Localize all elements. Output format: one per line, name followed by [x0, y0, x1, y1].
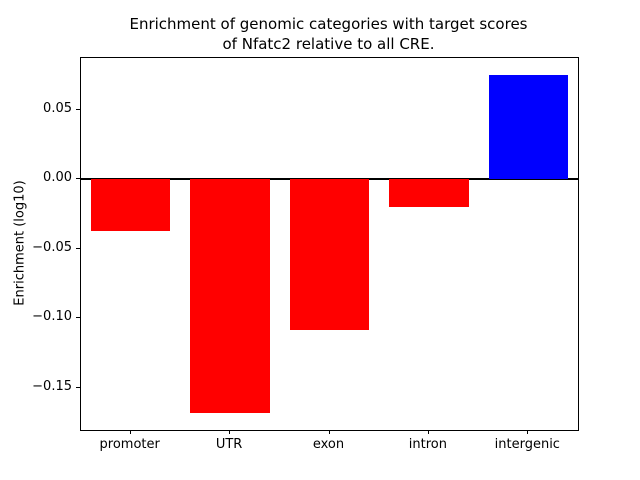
x-tick-label-intron: intron	[408, 437, 447, 452]
y-tick-mark	[76, 317, 80, 319]
y-tick-label: 0.00	[43, 170, 72, 186]
y-tick-mark	[76, 178, 80, 180]
bar-intron	[389, 179, 469, 208]
x-tick-label-UTR: UTR	[215, 437, 243, 452]
x-tick-label-promoter: promoter	[99, 437, 160, 452]
y-tick-mark	[76, 386, 80, 388]
chart-title: Enrichment of genomic categories with ta…	[129, 15, 528, 54]
plot-area	[80, 57, 579, 431]
x-tick-mark	[328, 430, 330, 434]
x-tick-label-intergenic: intergenic	[494, 437, 560, 452]
x-tick-label-exon: exon	[312, 437, 345, 452]
bar-intergenic	[488, 74, 569, 180]
y-tick-label: −0.10	[32, 309, 72, 325]
x-tick-mark	[427, 430, 429, 434]
y-tick-label: −0.15	[32, 378, 72, 394]
bar-promoter	[90, 179, 171, 231]
y-tick-label: 0.05	[43, 100, 72, 116]
y-tick-mark	[76, 108, 80, 110]
bar-UTR	[190, 179, 270, 413]
x-tick-mark	[129, 430, 131, 434]
y-tick-mark	[76, 247, 80, 249]
y-tick-label: −0.05	[32, 239, 72, 255]
x-tick-mark	[527, 430, 529, 434]
bar-exon	[289, 179, 370, 330]
x-tick-mark	[229, 430, 231, 434]
